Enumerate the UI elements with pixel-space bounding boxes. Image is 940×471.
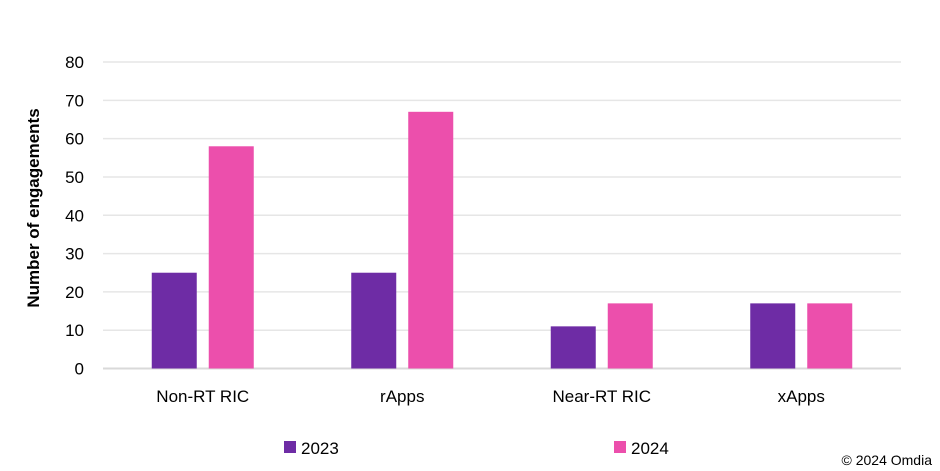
bar-2023-Non-RT-RIC	[151, 272, 197, 369]
y-tick-label: 10	[65, 321, 84, 340]
bar-2024-Near-RT-RIC	[607, 303, 653, 369]
y-tick-label: 60	[65, 130, 84, 149]
y-tick-label: 30	[65, 245, 84, 264]
y-axis-label: Number of engagements	[24, 108, 43, 307]
y-tick-label: 70	[65, 91, 84, 110]
x-tick-label: rApps	[380, 387, 424, 406]
legend-label-2023: 2023	[301, 439, 339, 458]
x-tick-label: Non-RT RIC	[156, 387, 249, 406]
bar-2023-xApps	[750, 303, 796, 369]
legend-swatch-2023	[284, 441, 296, 453]
y-tick-label: 0	[75, 360, 84, 379]
bar-2023-Near-RT-RIC	[550, 326, 596, 369]
y-tick-label: 50	[65, 168, 84, 187]
y-tick-label: 20	[65, 283, 84, 302]
bar-2023-rApps	[351, 272, 397, 369]
legend-label-2024: 2024	[631, 439, 669, 458]
bar-2024-rApps	[408, 111, 454, 369]
bar-2024-Non-RT-RIC	[208, 146, 254, 369]
y-tick-label: 40	[65, 206, 84, 225]
legend-swatch-2024	[614, 441, 626, 453]
x-tick-label: Near-RT RIC	[552, 387, 651, 406]
x-tick-label: xApps	[778, 387, 825, 406]
bar-2024-xApps	[807, 303, 853, 369]
copyright: © 2024 Omdia	[842, 452, 933, 468]
y-tick-label: 80	[65, 53, 84, 72]
